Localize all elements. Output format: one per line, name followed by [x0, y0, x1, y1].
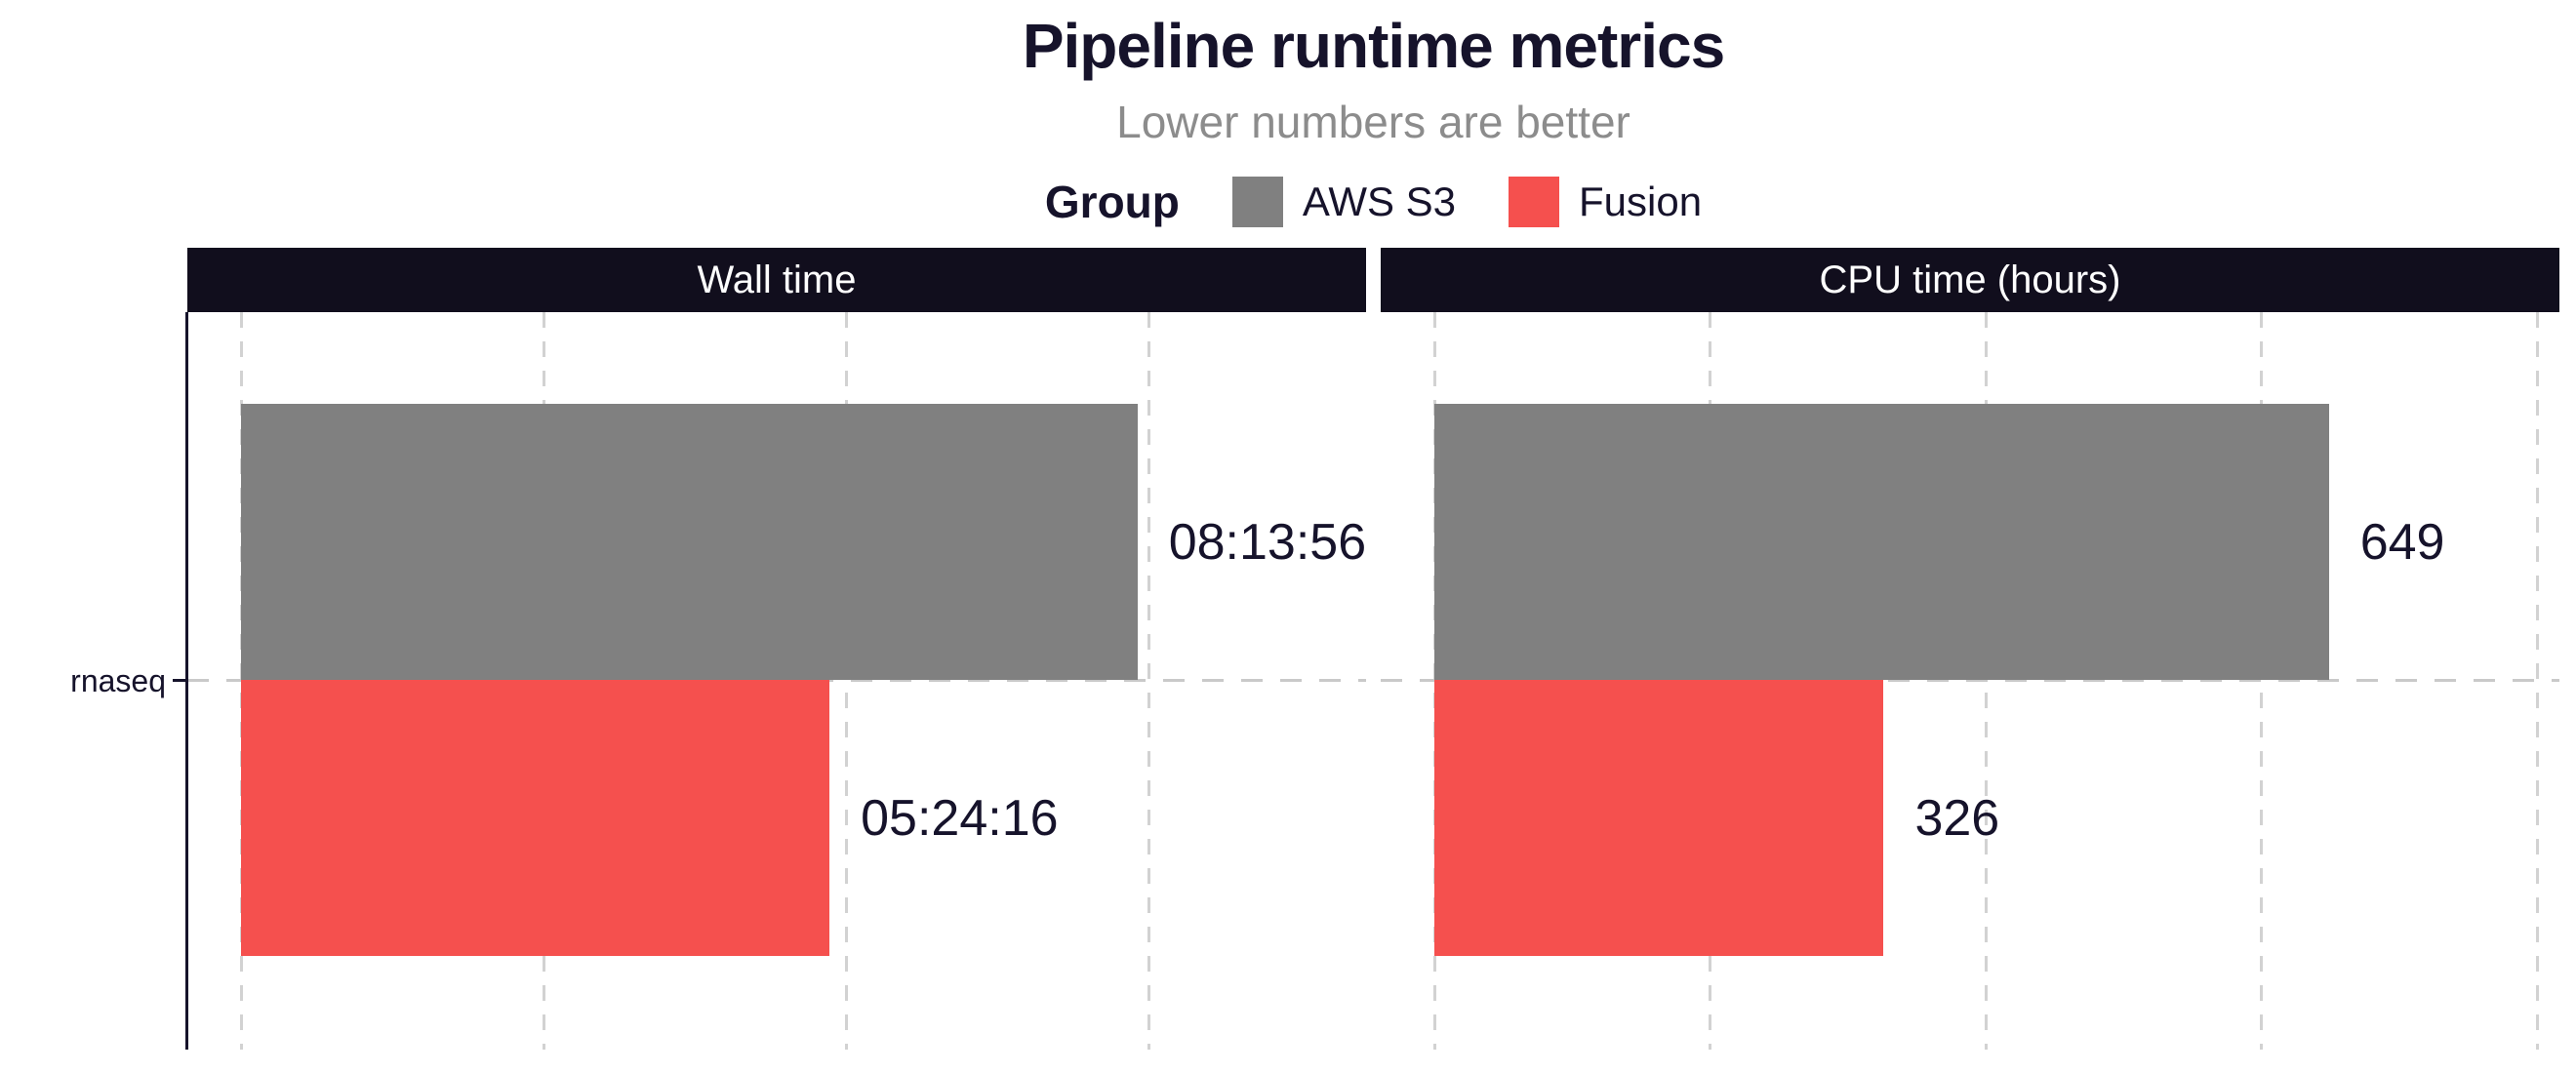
legend-label-fusion: Fusion: [1579, 179, 1703, 224]
legend-label-aws-s3: AWS S3: [1302, 179, 1457, 224]
legend-swatch-fusion: [1509, 177, 1560, 227]
facet-strip-cpu-time: CPU time (hours): [1381, 248, 2559, 312]
facet-strip-wall-time: Wall time: [187, 248, 1366, 312]
facet-strip-label: CPU time (hours): [1819, 258, 2121, 301]
legend-item-aws-s3: AWS S3: [1231, 177, 1457, 227]
bar-aws-s3-cpu-time: [1434, 404, 2329, 680]
facet-panel-cpu-time: 649 326: [1381, 312, 2559, 1050]
bar-value-label: 326: [1914, 789, 2000, 847]
y-axis-tick: [173, 679, 186, 682]
legend-item-fusion: Fusion: [1509, 177, 1702, 227]
bar-value-label: 649: [2359, 513, 2445, 571]
bar-value-label: 05:24:16: [861, 789, 1059, 847]
facet-wall-time: Wall time 08:13:56 05:24:16: [187, 248, 1366, 1050]
bar-fusion-wall-time: [241, 680, 830, 956]
facet-cpu-time: CPU time (hours) 649 326: [1381, 248, 2559, 1050]
facet-panel-wall-time: 08:13:56 05:24:16: [187, 312, 1366, 1050]
y-axis-line: [185, 312, 188, 1050]
legend-swatch-aws-s3: [1231, 177, 1283, 227]
chart-title: Pipeline runtime metrics: [1022, 11, 1725, 81]
facet-strip-label: Wall time: [697, 258, 857, 301]
bar-fusion-cpu-time: [1434, 680, 1884, 956]
bar-value-label: 08:13:56: [1168, 513, 1367, 571]
legend-title: Group: [1044, 177, 1180, 227]
y-axis-category-label: rnaseq: [70, 663, 166, 698]
chart-subtitle: Lower numbers are better: [1116, 97, 1630, 147]
bar-aws-s3-wall-time: [241, 404, 1138, 680]
chart-header: Pipeline runtime metrics Lower numbers a…: [187, 0, 2559, 228]
category-reference-line: [1381, 679, 2559, 682]
legend: Group AWS S3 Fusion: [187, 176, 2559, 228]
